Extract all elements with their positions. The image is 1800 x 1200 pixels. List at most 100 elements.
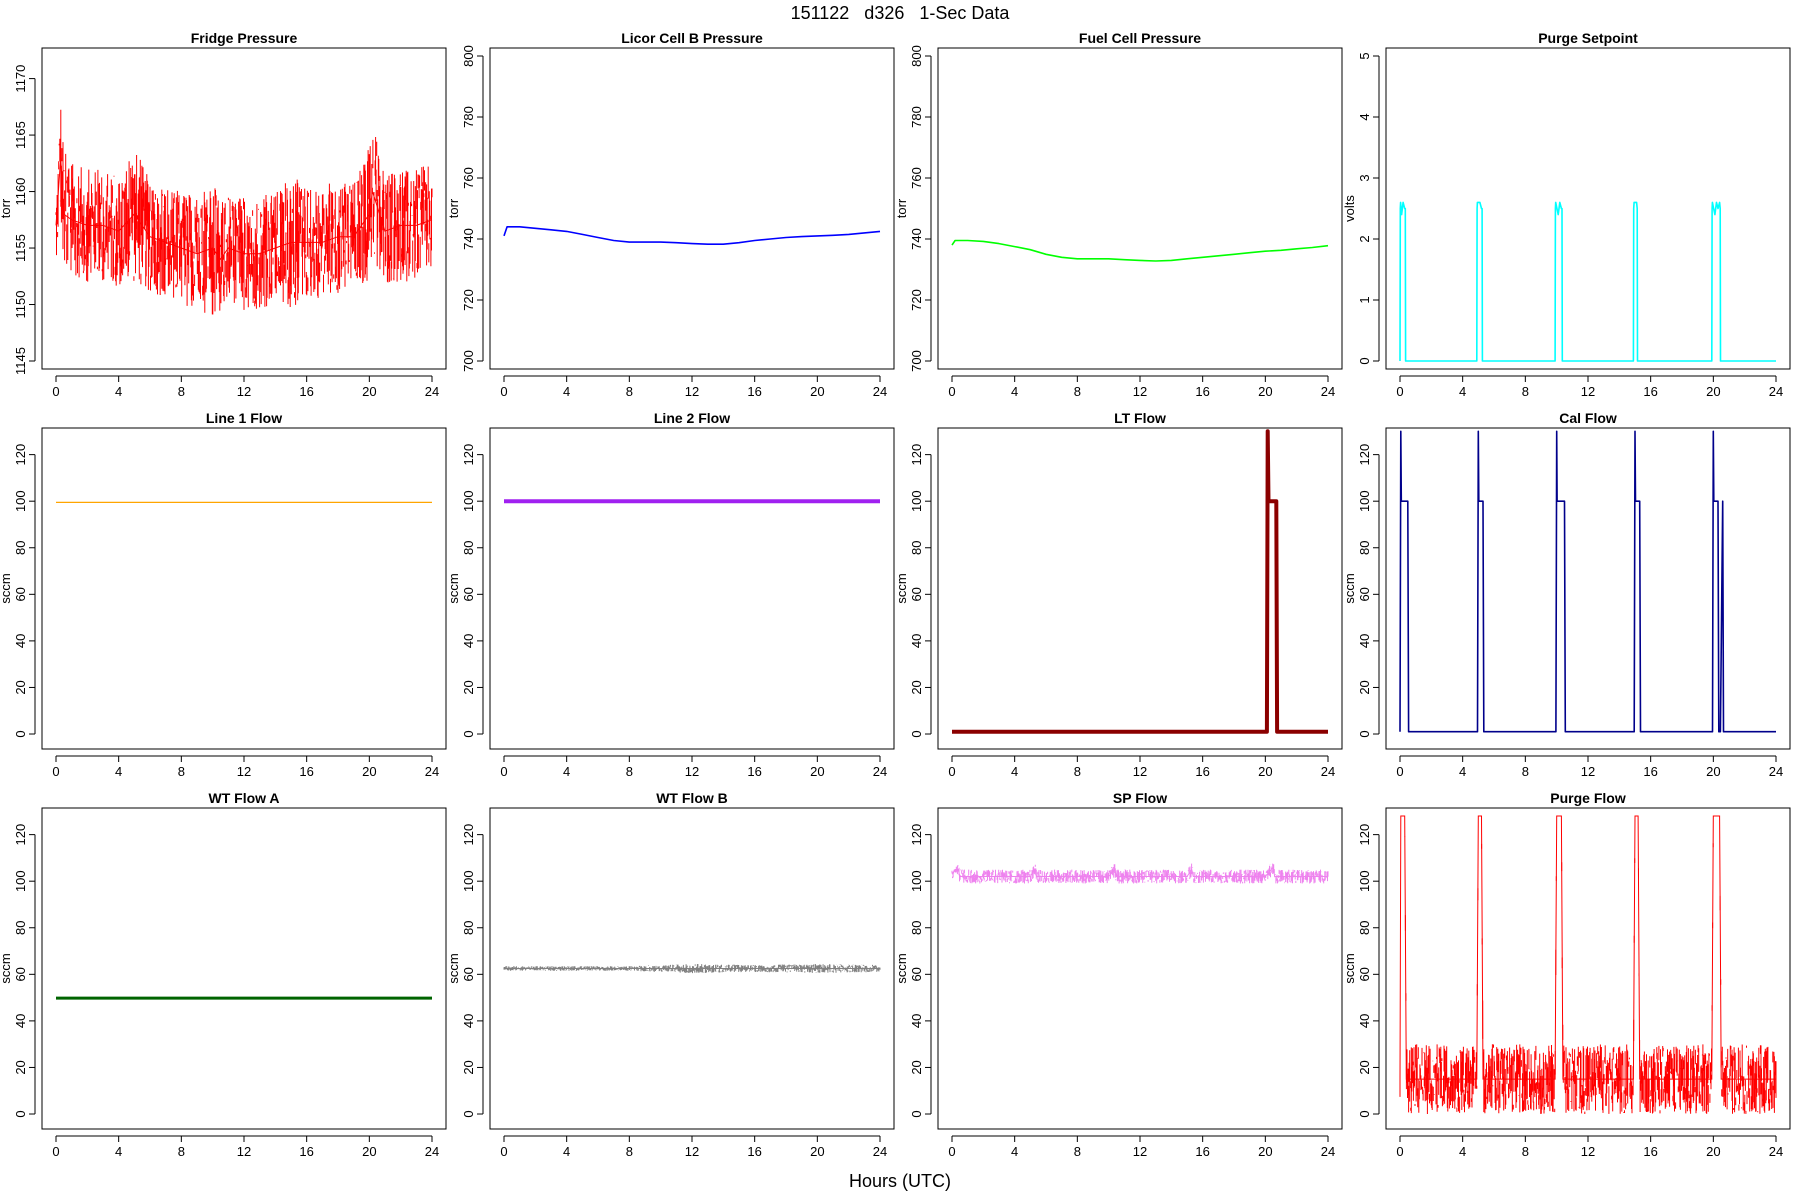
y-axis: 0 20 40 60 80 100 120 sccm — [1342, 824, 1380, 1118]
y-tick-label: 40 — [13, 1014, 28, 1028]
plot-frame — [1385, 427, 1791, 750]
y-tick-label: 60 — [1357, 967, 1372, 981]
x-tick-label: 20 — [362, 384, 376, 399]
y-axis-label: torr — [446, 198, 461, 218]
y-tick-label: 60 — [461, 587, 476, 601]
y-tick-label: 40 — [461, 1014, 476, 1028]
y-tick-label: 1165 — [13, 121, 28, 149]
series-group — [951, 863, 1329, 884]
x-tick-label: 12 — [1133, 1144, 1147, 1159]
y-tick-label: 100 — [13, 870, 28, 892]
chart-title: WT Flow A — [208, 790, 279, 806]
x-tick-label: 16 — [747, 384, 761, 399]
y-axis: 0 20 40 60 80 100 120 sccm — [1342, 444, 1380, 738]
x-axis: 0 4 8 12 16 20 24 — [500, 375, 887, 399]
x-axis: 0 4 8 12 16 20 24 — [52, 1135, 439, 1159]
chart-panel-2: Licor Cell B Pressure 0 4 8 12 16 20 24 700 720 74… — [446, 30, 895, 399]
x-tick-label: 0 — [500, 764, 507, 779]
x-tick-label: 20 — [1706, 764, 1720, 779]
x-tick-label: 0 — [1396, 384, 1403, 399]
y-tick-label: 100 — [461, 870, 476, 892]
y-tick-label: 780 — [461, 106, 476, 128]
x-tick-label: 16 — [1195, 1144, 1209, 1159]
y-tick-label: 120 — [13, 824, 28, 846]
x-tick-label: 20 — [1258, 384, 1272, 399]
x-tick-label: 24 — [425, 384, 439, 399]
y-tick-label: 80 — [909, 921, 924, 935]
y-tick-label: 40 — [13, 634, 28, 648]
y-tick-label: 1155 — [13, 234, 28, 262]
x-tick-label: 20 — [1258, 764, 1272, 779]
y-axis-label: sccm — [894, 953, 909, 983]
y-tick-label: 740 — [909, 228, 924, 250]
chart-title: WT Flow B — [656, 790, 728, 806]
y-tick-label: 40 — [909, 634, 924, 648]
series-group — [1399, 201, 1776, 362]
y-tick-label: 120 — [1357, 444, 1372, 466]
x-tick-label: 16 — [747, 764, 761, 779]
y-axis: 700 720 740 760 780 800 torr — [446, 45, 484, 372]
y-tick-label: 2 — [1357, 235, 1372, 242]
y-tick-label: 1145 — [13, 347, 28, 375]
x-tick-label: 12 — [685, 1144, 699, 1159]
x-tick-label: 24 — [1321, 1144, 1335, 1159]
x-tick-label: 8 — [1074, 384, 1081, 399]
chart-title: Fuel Cell Pressure — [1079, 30, 1201, 46]
y-axis-label: sccm — [446, 953, 461, 983]
x-tick-label: 0 — [1396, 1144, 1403, 1159]
y-tick-label: 20 — [909, 680, 924, 694]
x-tick-label: 24 — [873, 764, 887, 779]
x-tick-label: 0 — [52, 384, 59, 399]
data-series-1 — [55, 109, 433, 315]
y-axis-label: sccm — [1342, 953, 1357, 983]
data-series-center — [55, 157, 433, 261]
y-axis: 1145 1150 1155 1160 1165 1170 torr — [0, 65, 36, 375]
y-tick-label: 0 — [461, 730, 476, 737]
y-tick-label: 0 — [13, 1110, 28, 1117]
y-tick-label: 20 — [1357, 1060, 1372, 1074]
x-tick-label: 8 — [1522, 764, 1529, 779]
x-tick-label: 16 — [1195, 764, 1209, 779]
y-tick-label: 3 — [1357, 174, 1372, 181]
x-tick-label: 12 — [1133, 384, 1147, 399]
y-tick-label: 120 — [461, 824, 476, 846]
x-tick-label: 12 — [685, 764, 699, 779]
y-tick-label: 80 — [461, 541, 476, 555]
y-tick-label: 100 — [461, 490, 476, 512]
x-tick-label: 0 — [52, 1144, 59, 1159]
x-tick-label: 20 — [1706, 1144, 1720, 1159]
y-tick-label: 60 — [13, 587, 28, 601]
y-tick-label: 700 — [461, 350, 476, 372]
x-axis: 0 4 8 12 16 20 24 — [500, 755, 887, 779]
chart-title: SP Flow — [1113, 790, 1167, 806]
series-group — [55, 109, 433, 315]
series-group — [503, 226, 881, 245]
x-tick-label: 24 — [873, 1144, 887, 1159]
x-tick-label: 0 — [1396, 764, 1403, 779]
x-tick-label: 12 — [1581, 764, 1595, 779]
plot-frame — [489, 807, 895, 1130]
x-tick-label: 0 — [948, 1144, 955, 1159]
y-axis: 0 20 40 60 80 100 120 sccm — [0, 824, 36, 1118]
y-tick-label: 780 — [909, 106, 924, 128]
x-tick-label: 0 — [948, 764, 955, 779]
plot-frame — [937, 47, 1343, 370]
chart-panel-8: Cal Flow 0 4 8 12 16 20 24 0 20 40 60 80 100 120 sccm — [1342, 410, 1791, 779]
y-tick-label: 120 — [461, 444, 476, 466]
chart-title: Purge Flow — [1550, 790, 1626, 806]
x-tick-label: 8 — [178, 384, 185, 399]
x-tick-label: 20 — [362, 1144, 376, 1159]
x-tick-label: 12 — [237, 384, 251, 399]
data-series-center — [951, 866, 1328, 877]
y-tick-label: 5 — [1357, 52, 1372, 59]
series-group — [503, 964, 881, 974]
y-axis-label: sccm — [1342, 573, 1357, 603]
x-tick-label: 20 — [362, 764, 376, 779]
y-axis: 0 1 2 3 4 5 volts — [1342, 52, 1380, 365]
y-axis-label: sccm — [0, 573, 13, 603]
y-tick-label: 720 — [461, 289, 476, 311]
chart-title: LT Flow — [1114, 410, 1166, 426]
